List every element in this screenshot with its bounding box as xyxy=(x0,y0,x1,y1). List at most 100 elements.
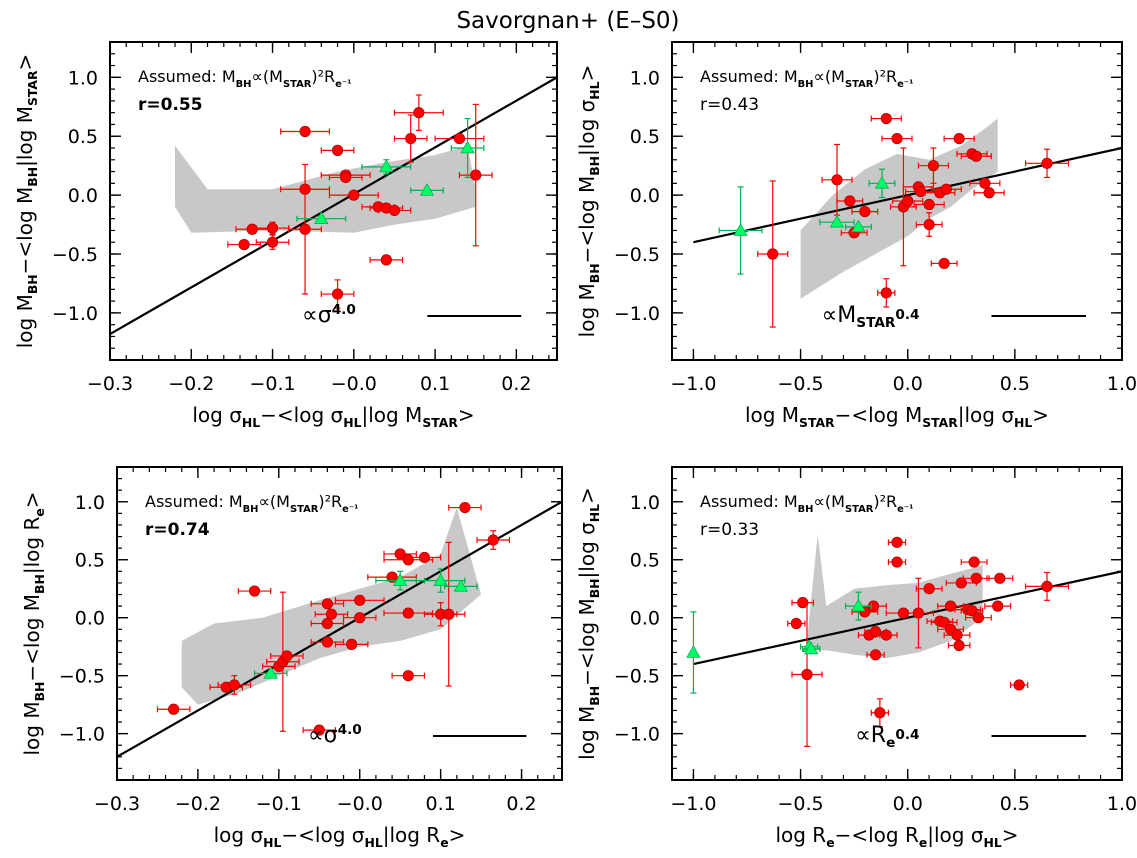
red-marker xyxy=(880,629,892,641)
red-point xyxy=(866,649,885,661)
red-point xyxy=(947,639,971,652)
red-marker xyxy=(354,594,366,606)
y-tick-label: 0.0 xyxy=(75,608,105,630)
fit-line xyxy=(110,76,557,336)
red-marker xyxy=(994,572,1006,584)
red-marker xyxy=(953,132,965,145)
x-tick-label: −0.0 xyxy=(331,373,377,395)
red-marker xyxy=(970,572,982,584)
x-tick-label: −0.2 xyxy=(175,793,221,815)
green-marker xyxy=(314,211,329,224)
slope-label: ∝σ4.0​ xyxy=(302,302,356,328)
red-point xyxy=(917,147,950,184)
y-tick-label: −0.5 xyxy=(614,666,660,688)
red-marker xyxy=(940,183,952,195)
x-tick-label: −0.1 xyxy=(256,793,302,815)
red-point xyxy=(328,171,363,184)
red-marker xyxy=(248,585,261,597)
red-marker xyxy=(923,198,935,211)
plot-frame xyxy=(671,466,1123,781)
green-marker xyxy=(433,573,448,586)
green-point xyxy=(415,568,466,593)
red-marker xyxy=(914,185,927,198)
red-marker xyxy=(970,150,982,162)
red-point xyxy=(237,585,272,597)
y-tick-label: −0.5 xyxy=(614,244,660,266)
x-tick-label: −0.2 xyxy=(168,373,214,395)
y-tick-label: −1.0 xyxy=(614,303,660,325)
red-point xyxy=(887,556,907,568)
red-marker xyxy=(443,608,455,620)
red-point xyxy=(328,189,379,201)
red-marker xyxy=(968,556,980,568)
red-point xyxy=(217,675,252,695)
y-tick-label: 0.0 xyxy=(68,185,98,207)
red-point xyxy=(391,670,426,682)
red-marker xyxy=(453,132,466,145)
y-axis-label: log MBH−<log MBH|log σHL> xyxy=(575,65,602,338)
green-point xyxy=(450,117,485,179)
red-marker xyxy=(938,616,950,628)
red-point xyxy=(334,594,385,606)
x-tick-label: 0.5 xyxy=(1000,793,1030,815)
red-marker xyxy=(874,707,886,719)
red-marker xyxy=(1013,679,1025,691)
assumed-annotation: Assumed: MBH∝(MSTAR)²Re⁻¹​ xyxy=(700,67,913,90)
assumed-annotation: Assumed: MBH∝(MSTAR)²Re⁻¹​ xyxy=(138,67,351,90)
x-tick-label: 0.2 xyxy=(501,373,531,395)
x-tick-label: −0.3 xyxy=(94,793,140,815)
red-marker xyxy=(299,223,311,235)
y-tick-label: −0.5 xyxy=(52,244,98,266)
red-marker xyxy=(790,617,802,630)
x-tick-label: 1.0 xyxy=(1107,793,1137,815)
red-marker xyxy=(168,703,180,715)
plot-area xyxy=(117,500,562,758)
red-point xyxy=(1024,571,1070,601)
red-marker xyxy=(1041,157,1053,169)
red-point xyxy=(821,143,853,216)
red-marker xyxy=(266,222,279,234)
x-axis-label: log σHL−<log σHL|log MSTAR> xyxy=(192,403,474,430)
x-tick-label: 0.1 xyxy=(426,793,456,815)
red-marker xyxy=(801,668,813,681)
red-marker xyxy=(348,189,360,201)
green-point xyxy=(296,211,347,224)
red-point xyxy=(904,185,937,198)
red-marker xyxy=(891,536,903,548)
red-point xyxy=(960,556,988,568)
red-marker xyxy=(487,534,499,546)
red-marker xyxy=(955,577,967,589)
correlation-coefficient: r=0.43 xyxy=(700,95,759,115)
red-point xyxy=(870,112,902,125)
slope-label: ∝Re0.4​ xyxy=(855,723,919,751)
red-marker xyxy=(331,288,344,300)
x-tick-label: 0.5 xyxy=(1000,373,1030,395)
red-marker xyxy=(299,125,311,138)
red-point xyxy=(902,577,935,649)
y-tick-label: −0.5 xyxy=(59,666,105,688)
red-marker xyxy=(951,629,963,641)
red-point xyxy=(943,132,975,145)
y-tick-label: 1.0 xyxy=(68,67,98,89)
green-point xyxy=(718,186,763,275)
y-tick-label: −1.0 xyxy=(614,724,660,746)
green-marker xyxy=(392,573,408,586)
y-tick-label: 0.5 xyxy=(630,550,660,572)
plot-frame xyxy=(109,41,558,361)
red-point xyxy=(280,125,331,138)
y-tick-label: 0.5 xyxy=(630,126,660,148)
red-point xyxy=(334,638,369,650)
red-point xyxy=(836,195,864,207)
red-point xyxy=(302,724,337,736)
x-tick-label: −1.0 xyxy=(670,373,716,395)
green-point xyxy=(410,183,444,196)
red-marker xyxy=(331,144,344,156)
red-point xyxy=(280,183,331,195)
red-point xyxy=(448,501,482,514)
green-point xyxy=(253,666,288,679)
red-marker xyxy=(880,112,892,125)
red-point xyxy=(310,617,345,630)
green-marker xyxy=(829,214,845,228)
red-marker xyxy=(405,132,417,145)
